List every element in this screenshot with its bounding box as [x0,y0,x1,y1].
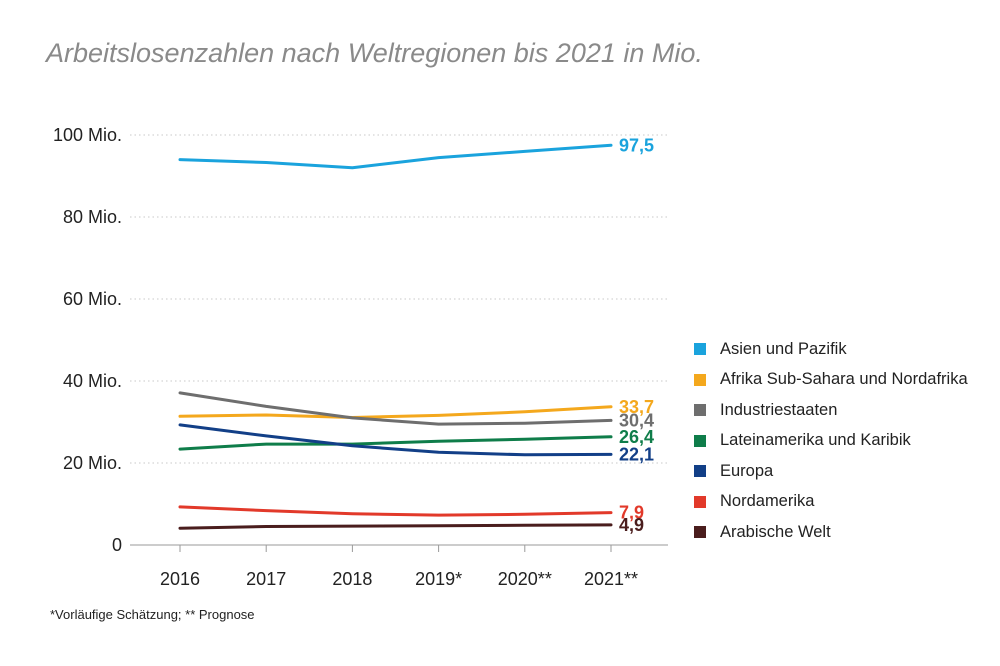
series-line [178,505,613,517]
x-tick-label: 2016 [160,569,200,589]
legend-swatch [694,404,706,417]
y-tick-label: 0 [112,535,122,555]
x-tick-label: 2017 [246,569,286,589]
chart-legend: Asien und Pazifik Afrika Sub-Sahara und N… [694,334,968,548]
legend-item: Europa [694,456,968,487]
series-line [178,391,613,426]
data-label: 4,9 [619,515,644,535]
x-tick-label: 2018 [332,569,372,589]
legend-swatch [694,495,706,508]
legend-item: Nordamerika [694,487,968,518]
x-tick-label: 2021** [584,569,638,589]
y-tick-label: 60 Mio. [63,289,122,309]
legend-swatch [694,373,706,386]
legend-label: Nordamerika [720,492,815,511]
series-line [178,423,613,457]
legend-label: Asien und Pazifik [720,339,847,358]
data-label: 33,7 [619,397,654,417]
data-label: 97,5 [619,135,654,155]
legend-label: Lateinamerika und Karibik [720,431,911,450]
series-line [178,143,613,170]
legend-item: Asien und Pazifik [694,334,968,365]
series-line [178,523,613,530]
y-tick-label: 100 Mio. [53,125,122,145]
legend-item: Arabische Welt [694,517,968,548]
legend-item: Lateinamerika und Karibik [694,426,968,457]
legend-swatch [694,434,706,447]
legend-item: Industriestaaten [694,395,968,426]
legend-item: Afrika Sub-Sahara und Nordafrika [694,365,968,396]
y-tick-label: 80 Mio. [63,207,122,227]
data-label: 26,4 [619,427,654,447]
data-label: 30,4 [619,410,654,430]
legend-swatch [694,526,706,539]
legend-label: Europa [720,461,774,480]
legend-label: Industriestaaten [720,400,838,419]
data-label: 22,1 [619,444,654,464]
legend-label: Afrika Sub-Sahara und Nordafrika [720,370,968,389]
y-tick-label: 40 Mio. [63,371,122,391]
legend-label: Arabische Welt [720,522,831,541]
y-tick-label: 20 Mio. [63,453,122,473]
x-tick-label: 2020** [498,569,552,589]
data-label: 7,9 [619,503,644,523]
x-tick-label: 2019* [415,569,462,589]
legend-swatch [694,465,706,478]
chart-title: Arbeitslosenzahlen nach Weltregionen bis… [46,38,703,68]
chart-footnote: *Vorläufige Schätzung; ** Prognose [50,607,255,622]
legend-swatch [694,343,706,356]
series-line [178,405,613,419]
series-line [178,435,613,451]
